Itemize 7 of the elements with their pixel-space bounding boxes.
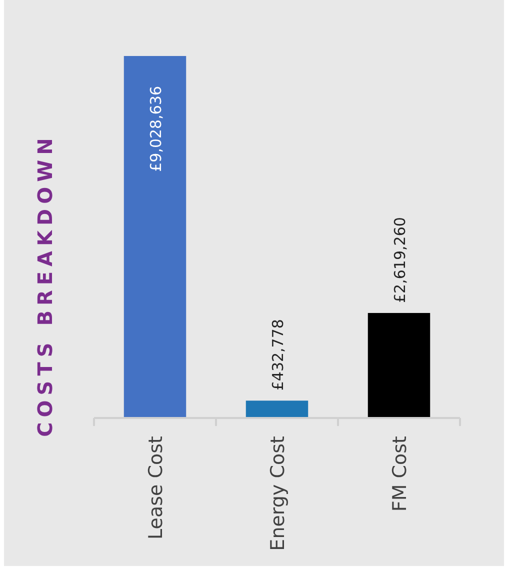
x-tick-label: Lease Cost <box>145 436 167 540</box>
data-label: £432,778 <box>269 319 287 391</box>
x-tick-label: FM Cost <box>389 436 411 512</box>
x-tick-label: Energy Cost <box>267 436 289 551</box>
data-label: £9,028,636 <box>147 86 165 172</box>
text: COSTS BREAKDOWN <box>33 133 57 437</box>
data-label: £2,619,260 <box>391 217 409 303</box>
